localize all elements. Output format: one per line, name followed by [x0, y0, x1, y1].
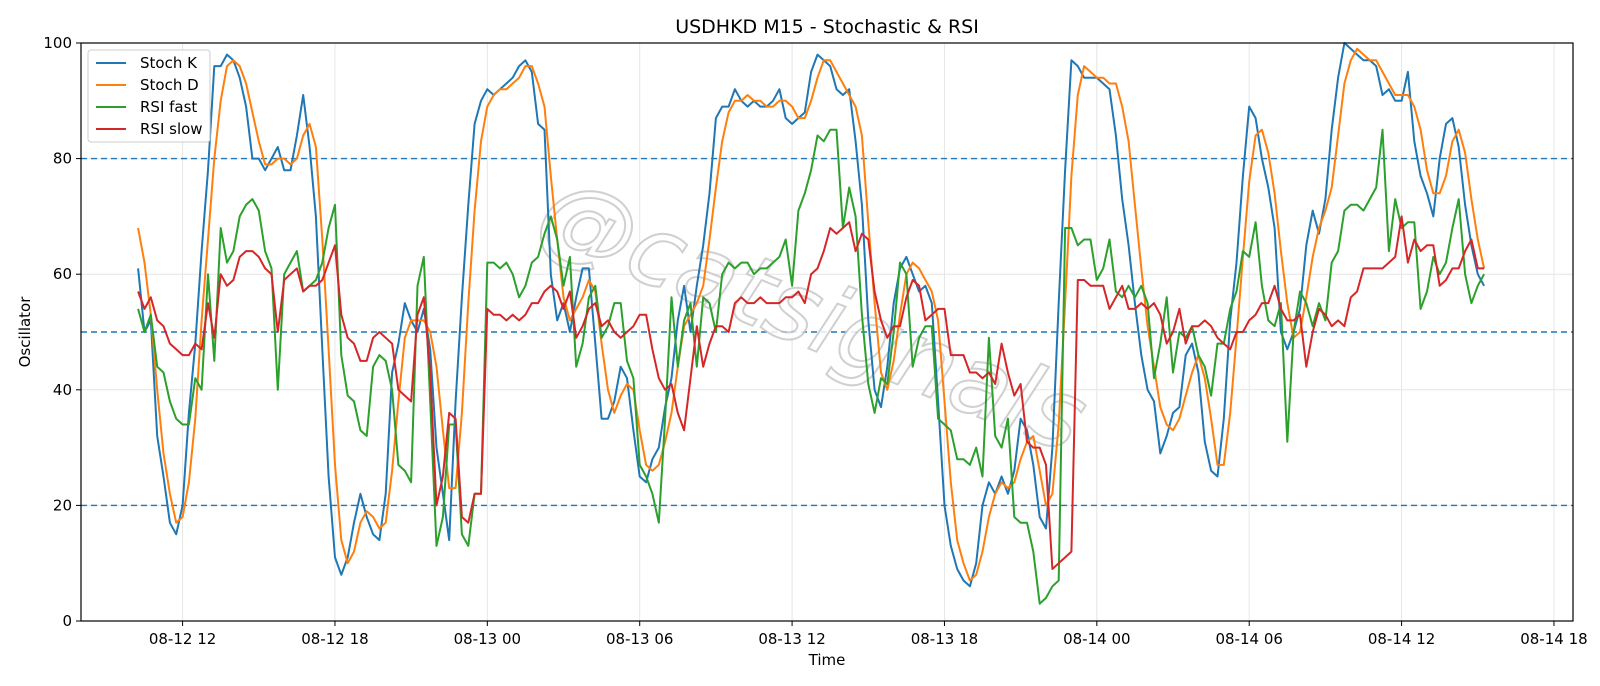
- y-tick-label: 40: [53, 381, 72, 399]
- legend-box: [87, 49, 211, 143]
- x-tick-label: 08-13 06: [606, 630, 673, 648]
- legend: Stoch K Stoch D RSI fast RSI slow: [87, 49, 211, 143]
- y-axis: 0 20 40 60 80 100: [43, 34, 81, 630]
- x-tick-label: 08-12 18: [301, 630, 368, 648]
- reference-lines: [81, 157, 1573, 507]
- x-tick-label: 08-13 18: [911, 630, 978, 648]
- plot-frame: [80, 42, 1574, 622]
- x-tick-label: 08-14 00: [1063, 630, 1130, 648]
- series-line-stoch-d: [137, 47, 1486, 582]
- x-axis-label: Time: [808, 651, 846, 669]
- x-tick-label: 08-13 12: [758, 630, 825, 648]
- y-tick-label: 20: [53, 496, 72, 514]
- series-line-rsi-fast: [137, 128, 1485, 605]
- x-tick-label: 08-12 12: [149, 630, 216, 648]
- legend-label-rsi-slow: RSI slow: [140, 120, 203, 138]
- legend-label-stoch-d: Stoch D: [140, 76, 199, 94]
- x-axis: 08-12 12 08-12 18 08-13 00 08-13 06 08-13 12…: [149, 621, 1588, 648]
- x-tick-label: 08-14 06: [1215, 630, 1282, 648]
- y-tick-label: 80: [53, 150, 72, 168]
- y-axis-label: Oscillator: [16, 296, 34, 368]
- x-tick-label: 08-14 12: [1368, 630, 1435, 648]
- series-line-stoch-k: [137, 42, 1485, 588]
- x-tick-label: 08-13 00: [454, 630, 521, 648]
- series-line-rsi-slow: [137, 215, 1485, 570]
- x-tick-label: 08-14 18: [1520, 630, 1587, 648]
- y-tick-label: 60: [53, 265, 72, 283]
- chart-title: USDHKD M15 - Stochastic & RSI: [675, 16, 979, 38]
- y-tick-label: 100: [43, 34, 72, 52]
- watermark: @catsignals: [523, 154, 1102, 475]
- y-tick-label: 0: [62, 612, 72, 630]
- legend-label-rsi-fast: RSI fast: [140, 98, 197, 116]
- legend-label-stoch-k: Stoch K: [140, 54, 198, 72]
- series-layer: [137, 42, 1486, 605]
